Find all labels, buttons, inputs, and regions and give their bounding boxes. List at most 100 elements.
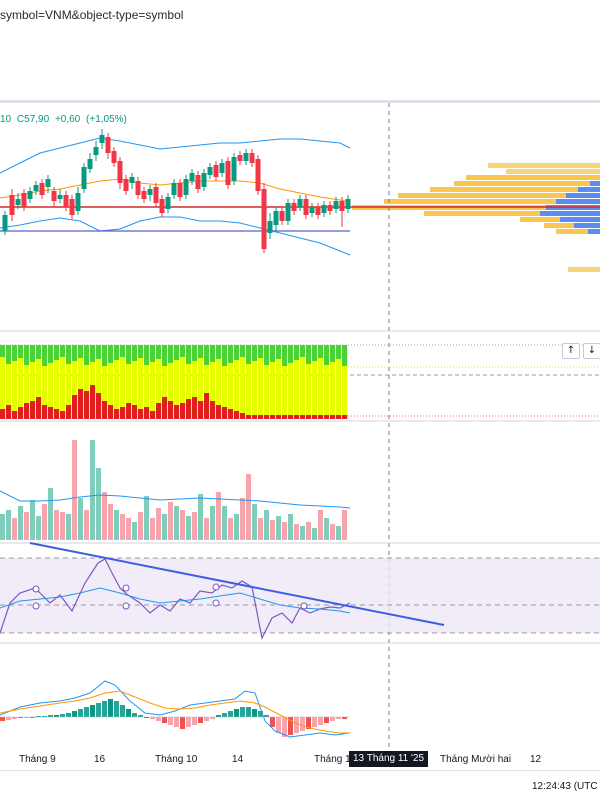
stack-bar-yellow bbox=[228, 363, 234, 409]
stack-bar-yellow bbox=[342, 366, 348, 415]
stack-bar-green bbox=[6, 345, 12, 364]
candle-body bbox=[261, 189, 267, 249]
macd-bar bbox=[174, 717, 179, 727]
chart-canvas[interactable] bbox=[0, 103, 600, 770]
stack-bar-yellow bbox=[48, 363, 54, 407]
volume-profile-bar bbox=[424, 211, 600, 216]
macd-bar bbox=[132, 713, 137, 717]
clock[interactable]: 12:24:43 (UTC bbox=[532, 781, 598, 792]
bollinger-lower bbox=[0, 216, 351, 256]
macd-bar bbox=[6, 717, 11, 720]
stack-bar-yellow bbox=[12, 361, 18, 411]
stack-bar-green bbox=[0, 345, 6, 357]
stack-bar-green bbox=[300, 345, 306, 357]
stack-bar-yellow bbox=[300, 357, 306, 415]
stack-bar-red bbox=[162, 397, 168, 419]
stack-bar-green bbox=[228, 345, 234, 363]
stack-bar-red bbox=[66, 405, 72, 419]
volume-bar bbox=[54, 510, 59, 540]
chart-area[interactable]: ↑ ↓ bbox=[0, 103, 600, 770]
volume-bar bbox=[222, 506, 227, 540]
candle-body bbox=[207, 167, 213, 175]
volume-bar bbox=[42, 504, 47, 540]
volume-profile-bar-blue bbox=[590, 181, 600, 186]
macd-bar bbox=[66, 713, 71, 717]
candle-body bbox=[63, 195, 69, 207]
candle-body bbox=[135, 181, 141, 195]
stack-bar-green bbox=[216, 345, 222, 359]
candle-body bbox=[177, 183, 183, 197]
stack-bar-green bbox=[132, 345, 138, 361]
macd-bar bbox=[270, 717, 275, 727]
stack-bar-red bbox=[60, 411, 66, 419]
stack-bar-red bbox=[108, 405, 114, 419]
stack-bar-yellow bbox=[336, 359, 342, 415]
stack-bar-red bbox=[252, 415, 258, 419]
stack-bar-red bbox=[120, 407, 126, 419]
macd-bar bbox=[24, 717, 29, 718]
stack-bar-green bbox=[240, 345, 246, 357]
stack-bar-red bbox=[306, 415, 312, 419]
macd-bar bbox=[138, 715, 143, 717]
stack-bar-green bbox=[180, 345, 186, 357]
stack-bar-green bbox=[36, 345, 42, 359]
candle-body bbox=[171, 183, 177, 195]
macd-bar bbox=[144, 717, 149, 718]
arrow-down-icon[interactable]: ↓ bbox=[583, 343, 600, 359]
candle-body bbox=[285, 203, 291, 221]
stack-bar-yellow bbox=[240, 357, 246, 413]
volume-bar bbox=[84, 510, 89, 540]
stack-bar-red bbox=[90, 385, 96, 419]
candle-body bbox=[327, 205, 333, 211]
stack-bar-green bbox=[342, 345, 348, 366]
stack-bar-red bbox=[138, 409, 144, 419]
url-text[interactable]: symbol=VNM&object-type=symbol bbox=[0, 8, 184, 22]
macd-histogram bbox=[0, 699, 347, 737]
stack-bar-green bbox=[114, 345, 120, 360]
macd-bar bbox=[312, 717, 317, 727]
candle-body bbox=[225, 161, 231, 185]
volume-bar bbox=[240, 498, 245, 540]
stack-bar-green bbox=[282, 345, 288, 366]
volume-bar bbox=[228, 518, 233, 540]
macd-bar bbox=[102, 701, 107, 717]
stack-bar-yellow bbox=[24, 365, 30, 403]
stack-bar-red bbox=[222, 407, 228, 419]
candle-body bbox=[141, 191, 147, 199]
browser-url-bar[interactable]: symbol=VNM&object-type=symbol bbox=[0, 0, 600, 30]
stack-bar-yellow bbox=[90, 362, 96, 385]
volume-profile-bar bbox=[384, 199, 600, 204]
stack-bar-yellow bbox=[60, 357, 66, 411]
volume-bar bbox=[12, 518, 17, 540]
candle-body bbox=[255, 159, 261, 191]
macd-bar bbox=[342, 717, 347, 719]
trend-line[interactable] bbox=[29, 542, 445, 626]
macd-bar bbox=[60, 714, 65, 717]
stack-bar-red bbox=[270, 415, 276, 419]
stack-bar-green bbox=[168, 345, 174, 363]
stack-bar-yellow bbox=[282, 366, 288, 415]
stack-bar-yellow bbox=[102, 366, 108, 401]
crosshair-date-label: 13 Tháng 11 '25 bbox=[349, 751, 429, 767]
volume-bar bbox=[72, 440, 77, 540]
volume-bar bbox=[270, 520, 275, 540]
macd-bar bbox=[168, 717, 173, 725]
macd-bar bbox=[228, 711, 233, 717]
candle-body bbox=[75, 193, 81, 211]
stack-bar-red bbox=[150, 411, 156, 419]
stack-bar-green bbox=[54, 345, 60, 360]
arrow-up-icon[interactable]: ↑ bbox=[562, 343, 580, 359]
stack-bar-green bbox=[144, 345, 150, 365]
candle-body bbox=[123, 179, 129, 191]
volume-bar bbox=[102, 492, 107, 540]
time-axis[interactable]: Tháng 9 16 Tháng 10 14 Tháng 1 Tháng Mườ… bbox=[0, 748, 600, 770]
volume-profile-bar bbox=[488, 163, 600, 168]
stack-bar-red bbox=[174, 405, 180, 419]
candle-body bbox=[249, 153, 255, 163]
candle-body bbox=[2, 215, 8, 231]
macd-bar bbox=[246, 707, 251, 717]
stack-bar-yellow bbox=[168, 363, 174, 401]
legend-close: C57,90 bbox=[16, 114, 50, 125]
candle-body bbox=[45, 179, 51, 187]
candle-body bbox=[297, 199, 303, 207]
